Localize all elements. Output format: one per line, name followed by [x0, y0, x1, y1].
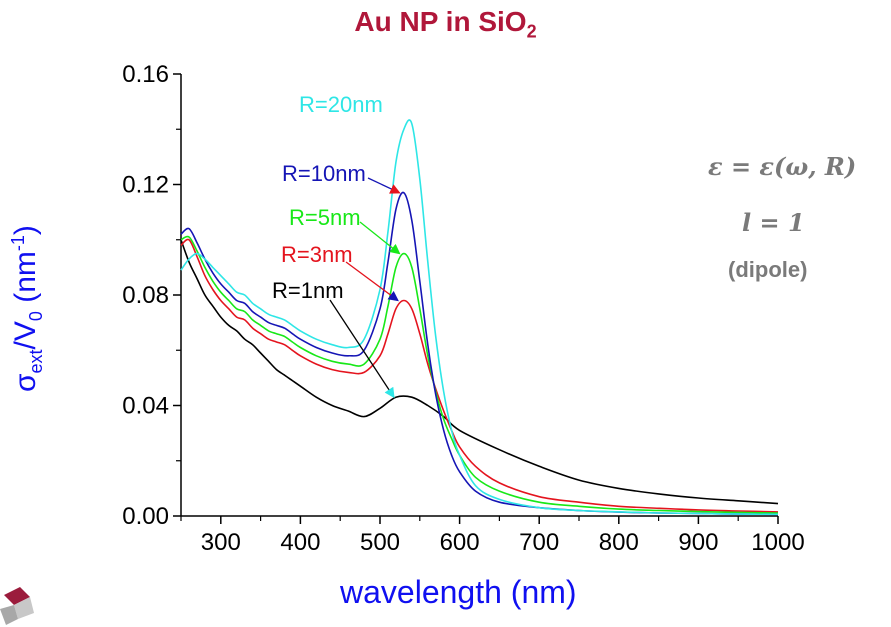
annotation-arrow — [367, 177, 401, 194]
logo-icon — [0, 587, 34, 625]
series-line-r-1nm — [180, 239, 779, 505]
annotation-arrow — [345, 261, 399, 302]
annotation-arrow — [329, 299, 395, 399]
series-line-r-5nm — [180, 235, 779, 514]
y-tick-label: 0.00 — [122, 503, 169, 530]
x-tick-label: 300 — [201, 529, 241, 556]
equation-epsilon: ε = ε(ω, R) — [708, 152, 857, 181]
series-line-r-3nm — [180, 238, 779, 513]
annotation-label: R=3nm — [281, 242, 353, 267]
chart-title: Au NP in SiO2 — [354, 6, 537, 42]
x-axis-label: wavelength (nm) — [340, 574, 577, 610]
x-tick-label: 800 — [599, 529, 639, 556]
y-tick-label: 0.08 — [122, 282, 169, 309]
equation-l: l = 1 — [742, 208, 805, 237]
series-line-r-10nm — [180, 191, 779, 516]
y-tick-label: 0.04 — [122, 393, 169, 420]
x-tick-label: 900 — [678, 529, 718, 556]
y-tick-label: 0.16 — [122, 61, 169, 88]
x-tick-label: 500 — [360, 529, 400, 556]
x-tick-label: 400 — [280, 529, 320, 556]
x-tick-label: 1000 — [751, 529, 804, 556]
y-tick-label: 0.12 — [122, 172, 169, 199]
x-tick-label: 700 — [519, 529, 559, 556]
annotation-label: R=1nm — [272, 278, 344, 303]
equation-dipole-note: (dipole) — [728, 257, 808, 282]
annotation-label: R=5nm — [289, 205, 361, 230]
x-tick-label: 600 — [440, 529, 480, 556]
annotation-label: R=20nm — [299, 92, 383, 117]
annotation-arrow — [359, 221, 401, 255]
series-line-r-20nm — [180, 119, 779, 516]
y-axis-label: σext/V0 (nm-1) — [8, 225, 46, 392]
annotation-label: R=10nm — [282, 161, 366, 186]
